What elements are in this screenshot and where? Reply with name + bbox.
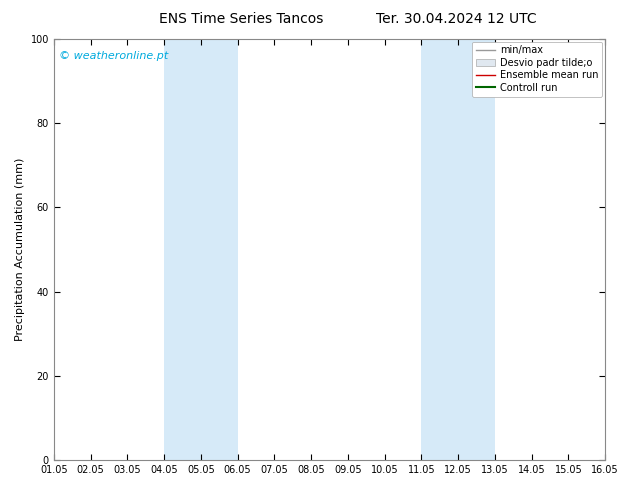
Y-axis label: Precipitation Accumulation (mm): Precipitation Accumulation (mm) bbox=[15, 158, 25, 341]
Text: ENS Time Series Tancos: ENS Time Series Tancos bbox=[158, 12, 323, 26]
Bar bbox=[422, 39, 495, 460]
Bar bbox=[164, 39, 238, 460]
Text: Ter. 30.04.2024 12 UTC: Ter. 30.04.2024 12 UTC bbox=[376, 12, 537, 26]
Text: © weatheronline.pt: © weatheronline.pt bbox=[60, 51, 169, 61]
Legend: min/max, Desvio padr tilde;o, Ensemble mean run, Controll run: min/max, Desvio padr tilde;o, Ensemble m… bbox=[472, 42, 602, 97]
